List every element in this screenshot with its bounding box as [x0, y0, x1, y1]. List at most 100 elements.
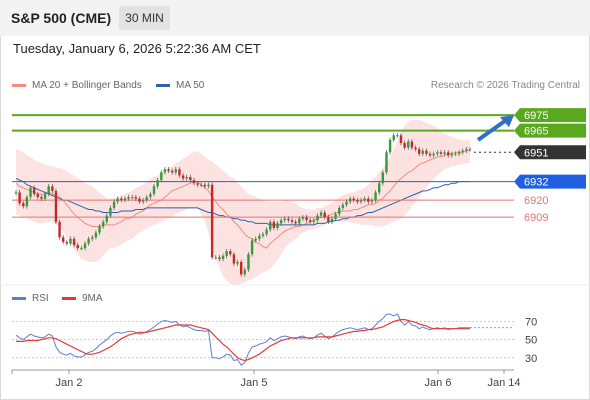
- candle-body: [101, 221, 105, 227]
- candle: [131, 194, 134, 200]
- candle: [298, 216, 301, 226]
- candle: [370, 197, 374, 205]
- candle-body: [396, 135, 399, 137]
- candle-body: [378, 183, 381, 193]
- candle: [305, 214, 308, 223]
- candle: [341, 202, 345, 211]
- candle: [392, 132, 395, 143]
- candle-body: [443, 152, 446, 154]
- candle-body: [214, 257, 217, 259]
- candle: [200, 182, 203, 188]
- candle-body: [76, 245, 79, 249]
- candle-body: [447, 152, 450, 156]
- candle: [98, 224, 101, 235]
- candle: [65, 239, 69, 246]
- candle: [374, 190, 377, 203]
- forecast-arrow-head: [500, 115, 514, 128]
- candle-body: [18, 192, 21, 204]
- candle-body: [450, 153, 454, 156]
- candle: [163, 166, 167, 175]
- candle: [69, 236, 72, 246]
- candle: [170, 168, 174, 175]
- legend-bollinger: MA 20 + Bollinger Bands: [12, 80, 142, 91]
- candle-body: [134, 197, 138, 199]
- candle-body: [298, 218, 301, 224]
- candle-body: [341, 204, 345, 208]
- candle: [91, 234, 94, 242]
- candle-body: [29, 187, 32, 198]
- candle: [327, 214, 330, 225]
- candle: [414, 145, 417, 152]
- candle-body: [338, 207, 341, 215]
- interval-button[interactable]: 30 MIN: [119, 6, 170, 30]
- candle-body: [54, 190, 58, 222]
- candle-body: [225, 251, 228, 256]
- candle-body: [294, 221, 297, 224]
- candle-body: [265, 229, 268, 235]
- candle-body: [254, 238, 257, 241]
- candle-body: [363, 198, 366, 201]
- candle: [101, 219, 105, 229]
- candle-body: [200, 184, 203, 186]
- candle-body: [399, 135, 403, 143]
- candle-body: [356, 200, 359, 202]
- candle-body: [330, 218, 334, 222]
- candle-body: [461, 150, 464, 153]
- candle: [54, 188, 58, 225]
- candle-body: [312, 220, 316, 222]
- candle: [352, 196, 355, 203]
- candle: [120, 196, 123, 203]
- candle: [319, 210, 323, 218]
- candle: [43, 191, 47, 201]
- candle: [156, 177, 159, 189]
- candle: [363, 196, 366, 203]
- candle: [174, 166, 178, 175]
- candle: [123, 196, 127, 203]
- candle: [29, 185, 32, 200]
- candle: [396, 132, 399, 138]
- candle-body: [348, 198, 352, 202]
- candle-body: [112, 201, 116, 208]
- candle-body: [388, 139, 392, 153]
- rsi-tick-30: 30: [525, 353, 537, 365]
- candle-body: [287, 218, 290, 221]
- candle-body: [258, 235, 261, 239]
- candle: [410, 139, 414, 150]
- candle: [87, 236, 90, 246]
- candle: [428, 151, 432, 158]
- candle-body: [250, 240, 254, 255]
- candle: [225, 248, 228, 259]
- candle: [265, 227, 268, 237]
- candle: [461, 148, 464, 155]
- candle: [72, 236, 76, 248]
- candle-body: [98, 226, 101, 233]
- bollinger-band: [16, 119, 470, 286]
- candle-body: [58, 221, 61, 238]
- candle-body: [141, 200, 145, 202]
- candle-body: [14, 192, 18, 194]
- candle: [290, 217, 294, 225]
- candle: [457, 149, 461, 157]
- legend-ma9: 9MA: [62, 293, 103, 304]
- candle-body: [218, 257, 221, 259]
- candle: [399, 132, 403, 146]
- candle: [294, 219, 297, 226]
- candle: [454, 151, 457, 157]
- candle-body: [207, 184, 210, 187]
- candle: [36, 191, 39, 200]
- candle-body: [308, 220, 312, 222]
- candle-body: [465, 149, 468, 151]
- candle: [330, 216, 334, 225]
- candle-body: [425, 150, 428, 154]
- candle-body: [279, 220, 283, 224]
- candle: [47, 183, 50, 197]
- candle-body: [385, 152, 388, 173]
- level-label-6932: 6932: [524, 177, 548, 189]
- candle: [192, 177, 196, 186]
- candle: [203, 182, 207, 189]
- level-badge-6975: [514, 108, 586, 123]
- candle: [80, 245, 83, 251]
- candle-body: [65, 241, 69, 244]
- candle: [196, 180, 199, 188]
